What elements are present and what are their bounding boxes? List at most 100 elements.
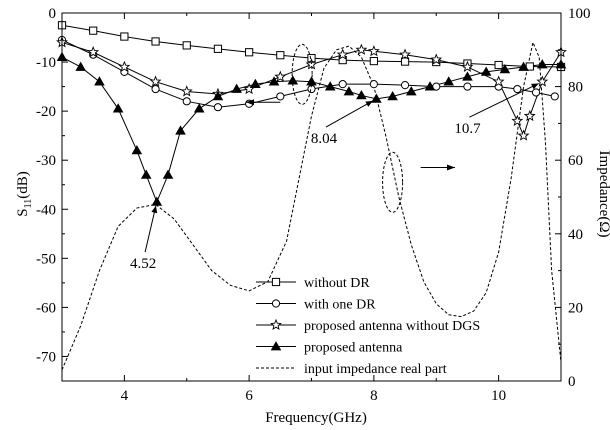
axis-indicator-arrowhead xyxy=(446,164,455,171)
marker-triangle xyxy=(112,103,124,113)
legend-label: with one DR xyxy=(304,298,376,313)
marker-triangle xyxy=(231,83,242,93)
series-impedance xyxy=(61,40,562,371)
marker-triangle xyxy=(387,91,398,101)
legend-label: proposed antenna xyxy=(304,341,403,356)
y-left-tick-label: -20 xyxy=(36,104,56,120)
legend-label: proposed antenna without DGS xyxy=(304,319,480,334)
marker-triangle xyxy=(162,169,174,179)
marker-star xyxy=(270,318,282,331)
annotation-arrowhead xyxy=(531,83,539,90)
legend-label: without DR xyxy=(304,276,370,291)
marker-star xyxy=(367,45,380,57)
annotation-arrowhead xyxy=(151,205,158,214)
annotation-arrow xyxy=(469,82,539,118)
marker-star xyxy=(492,75,505,87)
marker-square xyxy=(369,56,378,66)
marker-square xyxy=(151,37,160,46)
marker-triangle xyxy=(270,341,282,351)
y-left-tick-label: -30 xyxy=(36,153,56,169)
plot-frame xyxy=(61,12,562,382)
marker-square xyxy=(276,51,285,60)
x-tick-label: 4 xyxy=(121,388,129,404)
marker-star xyxy=(430,53,443,65)
marker-triangle xyxy=(443,76,455,86)
marker-star xyxy=(523,109,536,122)
marker-triangle xyxy=(343,86,355,96)
y-right-tick-label: 40 xyxy=(568,227,583,243)
y-right-tick-label: 20 xyxy=(568,300,583,316)
marker-circle xyxy=(513,84,522,94)
marker-star xyxy=(180,85,193,97)
marker-triangle xyxy=(536,59,548,69)
marker-star xyxy=(274,70,287,82)
marker-circle xyxy=(213,103,223,112)
marker-triangle xyxy=(424,81,436,91)
marker-star xyxy=(399,48,411,60)
axis-indicator-ellipse xyxy=(382,151,404,213)
y-right-tick-label: 60 xyxy=(568,153,583,169)
marker-star xyxy=(536,75,549,87)
y-left-tick-label: -50 xyxy=(36,251,56,267)
marker-triangle xyxy=(94,76,105,86)
annotations: 4.52 8.04 10.7 xyxy=(130,43,539,272)
marker-star xyxy=(336,48,349,60)
marker-square xyxy=(400,57,410,66)
marker-circle xyxy=(550,92,559,101)
marker-square xyxy=(182,41,191,50)
marker-circle xyxy=(531,88,541,97)
marker-triangle xyxy=(324,81,336,91)
annotation-label: 10.7 xyxy=(454,121,481,137)
y-left-tick-label: -70 xyxy=(36,349,56,365)
series-markers xyxy=(56,21,567,206)
marker-star xyxy=(511,114,524,126)
annotation-label: 4.52 xyxy=(130,256,156,272)
marker-circle xyxy=(271,299,281,308)
y-left-tick-label: -60 xyxy=(36,300,56,316)
y-axis-label-subscript: 11 xyxy=(23,199,34,209)
x-tick-label: 10 xyxy=(491,388,506,404)
marker-circle xyxy=(463,82,472,91)
marker-square xyxy=(494,60,503,70)
marker-star xyxy=(87,46,100,58)
marker-circle xyxy=(276,92,285,101)
y-left-tick-label: -10 xyxy=(36,55,56,71)
marker-circle xyxy=(338,80,347,89)
marker-triangle xyxy=(499,64,511,74)
annotation-arrow xyxy=(325,100,374,128)
marker-square xyxy=(245,48,254,57)
marker-triangle xyxy=(175,125,186,135)
y-right-tick-label: 80 xyxy=(568,80,583,96)
marker-star xyxy=(118,60,131,72)
marker-triangle xyxy=(151,196,163,206)
series-proposed-antenna xyxy=(61,56,561,204)
marker-triangle xyxy=(193,103,205,113)
marker-circle xyxy=(400,81,410,90)
marker-triangle xyxy=(268,76,280,86)
x-axis-label: Frequency(GHz) xyxy=(265,410,367,426)
marker-circle xyxy=(369,80,378,89)
x-tick-label: 6 xyxy=(245,388,253,404)
marker-triangle xyxy=(75,61,87,71)
marker-triangle xyxy=(518,61,529,71)
y-left-tick-label: -40 xyxy=(36,202,56,218)
annotation-arrow xyxy=(144,205,157,253)
marker-triangle xyxy=(212,91,224,101)
annotation-arrowhead xyxy=(365,100,373,107)
marker-square xyxy=(89,26,98,35)
marker-circle xyxy=(182,97,191,106)
marker-triangle xyxy=(356,90,367,100)
marker-triangle xyxy=(371,93,382,103)
marker-star xyxy=(149,75,162,87)
marker-triangle xyxy=(462,71,473,81)
marker-triangle xyxy=(140,169,152,179)
y-right-tick-label: 100 xyxy=(568,6,591,22)
marker-star xyxy=(517,129,530,141)
y-axis-label-right: Impedance(Ω) xyxy=(596,151,610,238)
marker-star xyxy=(355,43,368,55)
marker-triangle xyxy=(131,144,143,155)
y-left-tick-label: 0 xyxy=(49,6,57,22)
marker-square xyxy=(213,44,223,53)
x-tick-label: 8 xyxy=(370,388,378,404)
